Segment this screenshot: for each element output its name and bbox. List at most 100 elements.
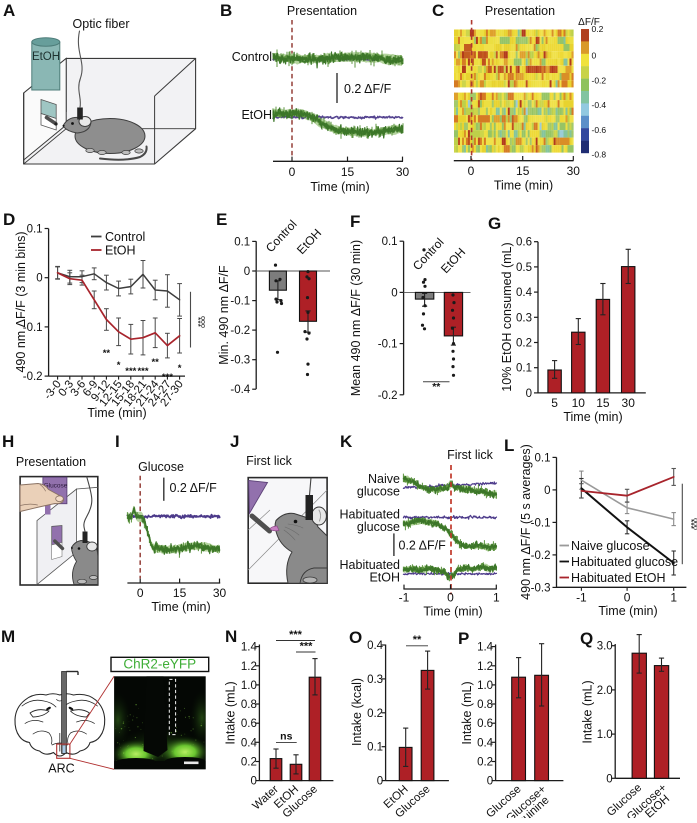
svg-text:0: 0 (377, 776, 383, 788)
svg-text:C: C (432, 1, 444, 20)
svg-text:-0.6: -0.6 (592, 125, 607, 135)
svg-text:J: J (230, 432, 239, 451)
svg-text:0: 0 (544, 485, 550, 497)
svg-text:Habituated glucose: Habituated glucose (571, 555, 678, 569)
svg-text:glucose: glucose (357, 520, 400, 534)
svg-text:30: 30 (622, 396, 636, 410)
svg-text:1.2: 1.2 (477, 661, 493, 673)
svg-text:0: 0 (592, 51, 597, 61)
svg-text:1.4: 1.4 (241, 642, 258, 654)
svg-text:First lick: First lick (447, 448, 494, 462)
svg-text:EtOH: EtOH (241, 108, 272, 122)
svg-text:Time (min): Time (min) (563, 410, 622, 424)
svg-text:0: 0 (487, 776, 493, 788)
svg-text:*: * (117, 360, 121, 371)
svg-text:H: H (2, 432, 14, 451)
svg-text:0.6: 0.6 (241, 718, 257, 730)
svg-text:0: 0 (624, 591, 631, 605)
svg-text:0.4: 0.4 (516, 287, 533, 299)
svg-text:Control: Control (105, 230, 145, 244)
svg-text:1: 1 (670, 591, 677, 605)
svg-text:ooo: ooo (692, 518, 697, 530)
svg-text:-0.3: -0.3 (230, 355, 250, 367)
svg-text:*: * (178, 363, 182, 374)
svg-text:0.3: 0.3 (367, 674, 383, 686)
svg-text:0.4: 0.4 (241, 737, 258, 749)
svg-text:EtOH: EtOH (105, 244, 136, 258)
svg-text:E: E (216, 210, 227, 229)
svg-text:5: 5 (551, 396, 558, 410)
svg-text:Time (min): Time (min) (423, 605, 482, 619)
svg-text:I: I (115, 432, 120, 451)
svg-text:1.0: 1.0 (241, 680, 257, 692)
svg-text:15: 15 (516, 164, 530, 178)
svg-text:**: ** (151, 357, 159, 368)
svg-text:K: K (340, 432, 353, 451)
svg-text:0.1: 0.1 (234, 236, 250, 248)
svg-text:**: ** (432, 381, 441, 393)
svg-text:Mean 490 nm ΔF/F (30 min): Mean 490 nm ΔF/F (30 min) (349, 240, 363, 396)
svg-text:Time (min): Time (min) (598, 604, 657, 618)
svg-text:Presentation: Presentation (16, 455, 86, 469)
svg-text:Time (min): Time (min) (310, 180, 369, 194)
svg-text:0.1: 0.1 (27, 224, 43, 236)
svg-text:Time (min): Time (min) (494, 179, 553, 193)
svg-text:490 nm ΔF/F (3 min bins): 490 nm ΔF/F (3 min bins) (14, 231, 28, 372)
svg-text:-0.4: -0.4 (592, 100, 607, 110)
svg-text:2.0: 2.0 (597, 685, 613, 697)
svg-text:Intake (mL): Intake (mL) (581, 680, 595, 743)
svg-text:ARC: ARC (48, 762, 74, 776)
svg-text:-0.4: -0.4 (230, 384, 250, 396)
svg-text:**: ** (103, 348, 111, 359)
svg-text:0: 0 (391, 287, 397, 299)
svg-text:0.1: 0.1 (535, 452, 551, 464)
svg-text:490 nm ΔF/F (5 s averages): 490 nm ΔF/F (5 s averages) (519, 444, 533, 600)
svg-text:1.0: 1.0 (477, 680, 493, 692)
svg-text:ooo: ooo (199, 316, 206, 328)
svg-text:0: 0 (606, 773, 612, 785)
svg-text:Intake (mL): Intake (mL) (224, 681, 238, 744)
svg-text:0.3: 0.3 (516, 312, 532, 324)
svg-text:0: 0 (137, 586, 144, 600)
svg-text:10% EtOH consumed (mL): 10% EtOH consumed (mL) (500, 242, 514, 391)
svg-text:0.1: 0.1 (367, 742, 383, 754)
svg-text:EtOH: EtOH (32, 51, 60, 63)
svg-text:Intake (kcal): Intake (kcal) (350, 678, 364, 746)
svg-text:0: 0 (447, 591, 454, 605)
svg-text:30: 30 (213, 586, 227, 600)
svg-text:15: 15 (173, 586, 187, 600)
svg-text:Naive glucose: Naive glucose (571, 539, 650, 553)
svg-text:Q: Q (580, 629, 593, 648)
svg-text:0.8: 0.8 (477, 699, 493, 711)
svg-text:3.0: 3.0 (597, 641, 613, 653)
svg-text:ns: ns (280, 731, 292, 743)
svg-text:Time (min): Time (min) (87, 406, 146, 420)
svg-text:0.2 ΔF/F: 0.2 ΔF/F (399, 539, 447, 553)
svg-text:0.2: 0.2 (592, 24, 604, 34)
svg-text:0.1: 0.1 (516, 363, 532, 375)
svg-text:D: D (3, 210, 15, 229)
svg-text:0.2 ΔF/F: 0.2 ΔF/F (170, 481, 218, 495)
svg-text:1: 1 (493, 591, 500, 605)
svg-text:0.2: 0.2 (367, 708, 383, 720)
svg-text:Intake (mL): Intake (mL) (460, 681, 474, 744)
svg-text:30: 30 (396, 165, 410, 179)
svg-text:G: G (488, 214, 501, 233)
svg-text:0.2: 0.2 (516, 338, 532, 350)
svg-text:-0.2: -0.2 (378, 390, 398, 402)
svg-text:-0.1: -0.1 (531, 517, 551, 529)
svg-text:A: A (3, 1, 15, 20)
svg-text:-0.3: -0.3 (531, 582, 551, 594)
svg-text:Time (min): Time (min) (151, 600, 210, 614)
svg-text:0.2 ΔF/F: 0.2 ΔF/F (344, 82, 392, 96)
svg-text:***: *** (300, 641, 314, 653)
svg-text:0.4: 0.4 (367, 640, 384, 652)
svg-text:0.8: 0.8 (241, 699, 257, 711)
svg-text:0.4: 0.4 (477, 737, 494, 749)
svg-text:ChR2-eYFP: ChR2-eYFP (123, 657, 196, 672)
svg-text:0: 0 (526, 388, 532, 400)
svg-text:-1: -1 (399, 591, 410, 605)
svg-text:-0.2: -0.2 (592, 76, 607, 86)
svg-text:10: 10 (572, 396, 586, 410)
svg-text:Min. 490 nm ΔF/F: Min. 490 nm ΔF/F (217, 265, 231, 365)
